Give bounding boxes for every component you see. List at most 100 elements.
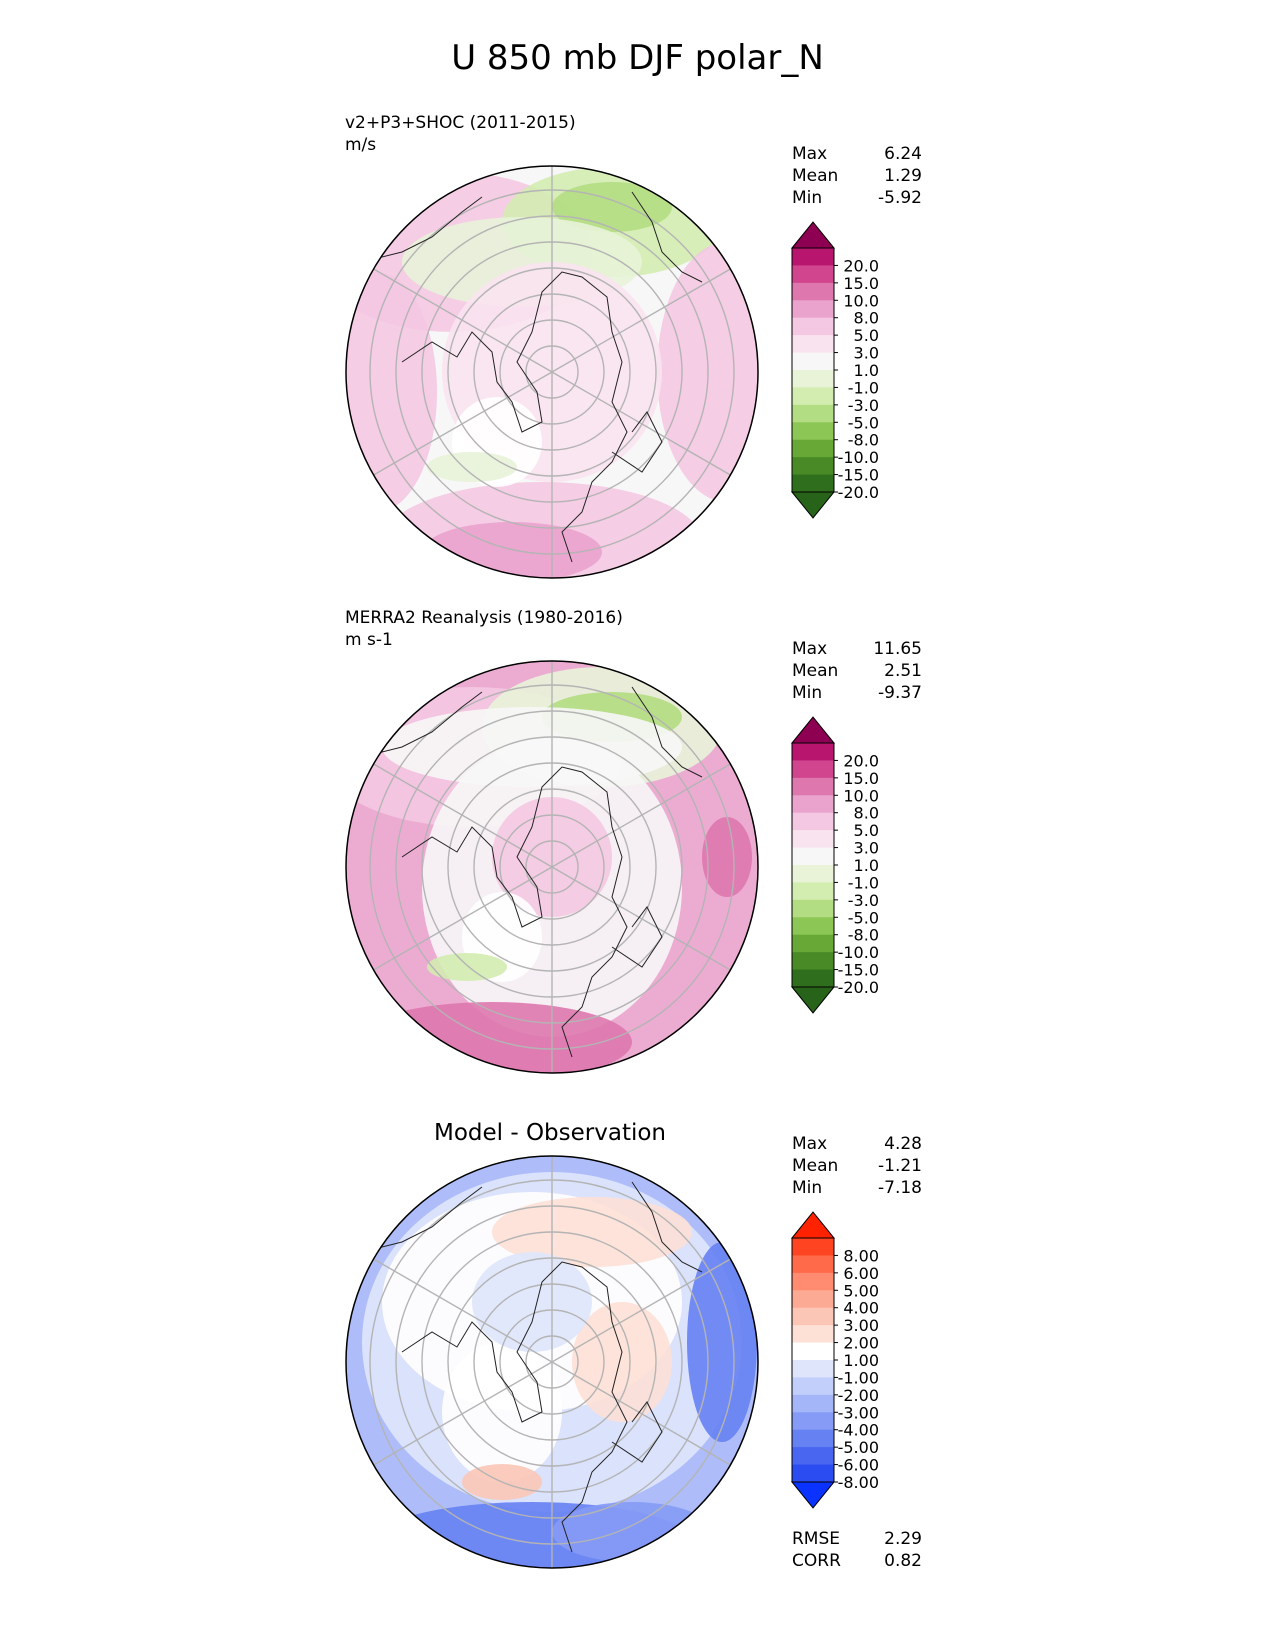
meridian-line: [551, 268, 731, 373]
field-patch: [427, 452, 517, 482]
stat-value: -1.21: [878, 1156, 922, 1176]
colorbar-tick-label: -20.0: [838, 978, 879, 997]
map-field: [346, 166, 758, 578]
colorbar-segment: [792, 830, 834, 849]
colorbar-segment: [792, 812, 834, 831]
colorbar-tick-label: -5.0: [848, 908, 879, 927]
meridian-line: [551, 866, 731, 971]
metric-value: 0.82: [884, 1551, 922, 1571]
colorbar-segment: [792, 760, 834, 779]
colorbar-tick-label: -8.0: [848, 926, 879, 945]
polar-map-3: [345, 1155, 759, 1569]
colorbar-tick-label: 3.00: [843, 1316, 879, 1335]
colorbar-tick-label: 1.00: [843, 1351, 879, 1370]
field-patch: [427, 953, 507, 981]
colorbar-tick-label: 4.00: [843, 1299, 879, 1318]
colorbar-tick-label: -5.00: [838, 1438, 879, 1457]
panel3-metrics: RMSE 2.29 CORR 0.82: [792, 1528, 922, 1572]
stat-name: Max: [792, 144, 828, 164]
stat-name: Mean: [792, 661, 839, 681]
colorbar-segment: [792, 917, 834, 936]
stat-name: Mean: [792, 1156, 839, 1176]
field-patch: [472, 1252, 592, 1352]
stat-name: Max: [792, 1134, 828, 1154]
colorbar-tick-label: -8.0: [848, 431, 879, 450]
colorbar-tick-label: 20.0: [843, 256, 879, 275]
map-boundary: [345, 660, 759, 1074]
colorbar-extend-top: [790, 221, 836, 249]
colorbar-3: 8.006.005.004.003.002.001.00-1.00-2.00-3…: [790, 1211, 879, 1509]
meridian-line: [373, 268, 553, 373]
colorbar-tick-label: -1.0: [848, 873, 879, 892]
colorbar-segment: [792, 847, 834, 866]
colorbar-tick-label: -8.00: [838, 1473, 879, 1492]
colorbar-tick-label: -20.0: [838, 483, 879, 502]
colorbar-tick-label: -10.0: [838, 448, 879, 467]
field-patch: [442, 1342, 562, 1482]
polar-map-2: [345, 660, 759, 1074]
field-patch: [687, 1242, 757, 1442]
map-boundary: [345, 165, 759, 579]
stat-value: -7.18: [878, 1178, 922, 1198]
map-boundary: [345, 1155, 759, 1569]
colorbar-tick-label: 10.0: [843, 786, 879, 805]
colorbar-segment: [792, 352, 834, 371]
meridian-line: [551, 763, 731, 868]
panel3-title: Model - Observation: [433, 1120, 667, 1146]
panel2-label: MERRA2 Reanalysis (1980-2016): [345, 608, 623, 628]
colorbar-segment: [792, 1429, 834, 1448]
stat-value: 11.65: [873, 639, 922, 659]
colorbar-segment: [792, 1464, 834, 1483]
field-patch: [552, 1502, 712, 1562]
panel2-units: m s-1: [345, 630, 393, 650]
metric-name: CORR: [792, 1551, 841, 1571]
colorbar-extend-bottom: [790, 491, 836, 519]
colorbar-segment: [792, 300, 834, 319]
colorbar-tick-label: 1.0: [854, 361, 879, 380]
stat-value: -5.92: [878, 188, 922, 208]
stat-value: 1.29: [884, 166, 922, 186]
stat-value: -9.37: [878, 683, 922, 703]
colorbar-tick-label: 5.00: [843, 1281, 879, 1300]
colorbar-tick-label: 6.00: [843, 1264, 879, 1283]
colorbar-tick-label: -15.0: [838, 466, 879, 485]
stat-value: 6.24: [884, 144, 922, 164]
colorbar-segment: [792, 370, 834, 388]
colorbar-segment: [792, 865, 834, 883]
colorbar-segment: [792, 422, 834, 441]
colorbar-segment: [792, 335, 834, 354]
colorbar-segment: [792, 317, 834, 336]
colorbar-tick-label: -3.0: [848, 396, 879, 415]
stat-name: Mean: [792, 166, 839, 186]
panel1-stats: Max 6.24 Mean 1.29 Min -5.92: [792, 143, 922, 209]
colorbar-tick-label: -5.0: [848, 413, 879, 432]
colorbar-segment: [792, 248, 834, 266]
meridian-line: [551, 1361, 731, 1466]
colorbar-segment: [792, 1238, 834, 1256]
colorbar-tick-label: 8.0: [854, 309, 879, 328]
colorbar-segment: [792, 899, 834, 918]
colorbar-segment: [792, 1394, 834, 1413]
colorbar-2: 20.015.010.08.05.03.01.0-1.0-3.0-5.0-8.0…: [790, 716, 879, 1014]
field-patch: [346, 272, 437, 512]
colorbar-segment: [792, 265, 834, 284]
colorbar-extend-bottom: [790, 986, 836, 1014]
coastline: [361, 686, 703, 1058]
colorbar-tick-label: 15.0: [843, 769, 879, 788]
colorbar-segment: [792, 474, 834, 493]
colorbar-tick-label: 5.0: [854, 821, 879, 840]
panel1-label: v2+P3+SHOC (2011-2015): [345, 113, 576, 133]
colorbar-extend-top: [790, 716, 836, 744]
meridian-line: [373, 866, 553, 971]
colorbar-segment: [792, 1447, 834, 1466]
colorbar-segment: [792, 934, 834, 953]
colorbar-tick-label: -3.00: [838, 1403, 879, 1422]
panel1-units: m/s: [345, 135, 377, 155]
colorbar-extend-bottom: [790, 1481, 836, 1509]
colorbar-segment: [792, 1377, 834, 1396]
field-patch: [572, 1302, 672, 1422]
colorbar-segment: [792, 1412, 834, 1431]
polar-map-1: [345, 165, 759, 579]
colorbar-tick-label: -4.00: [838, 1421, 879, 1440]
